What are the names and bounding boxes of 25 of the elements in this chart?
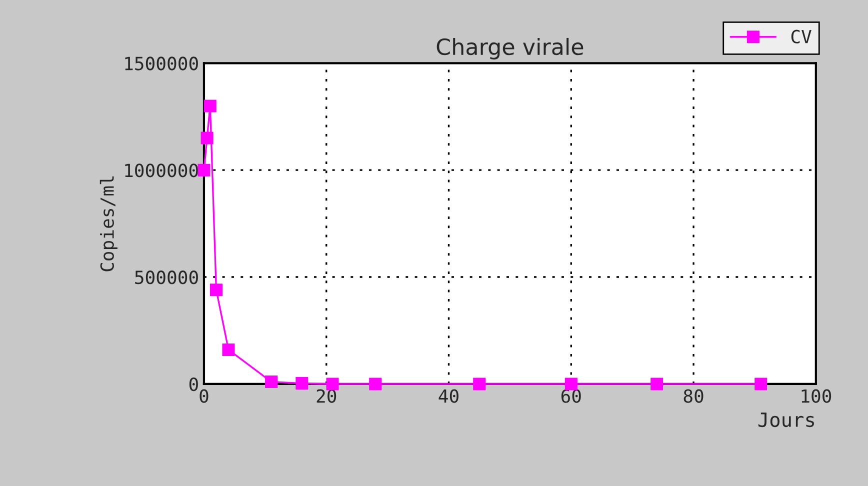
y-tick-label: 500000	[135, 270, 198, 284]
point	[265, 376, 278, 388]
legend-label: CV	[791, 30, 812, 44]
point	[200, 132, 214, 144]
x-tick-label: 0	[200, 389, 208, 403]
point	[473, 378, 486, 390]
x-axis-title: Jours	[758, 412, 814, 428]
x-tick-label: 60	[561, 389, 581, 403]
x-tick-label: 40	[438, 389, 458, 403]
y-tick-label: 0	[189, 377, 198, 392]
y-axis-title: Copies/ml	[100, 176, 118, 272]
point	[198, 164, 210, 176]
x-tick-label: 20	[316, 389, 336, 403]
point	[650, 378, 664, 390]
point	[369, 378, 382, 390]
chart-title: Charge virale	[436, 38, 584, 60]
point	[204, 100, 216, 112]
y-tick-label: 1500000	[125, 56, 198, 70]
point	[296, 377, 308, 390]
point	[754, 378, 768, 390]
point	[210, 284, 222, 296]
x-tick-label: 80	[684, 389, 704, 403]
x-tick-label: 100	[802, 389, 832, 403]
point	[222, 343, 235, 356]
point	[326, 378, 339, 390]
